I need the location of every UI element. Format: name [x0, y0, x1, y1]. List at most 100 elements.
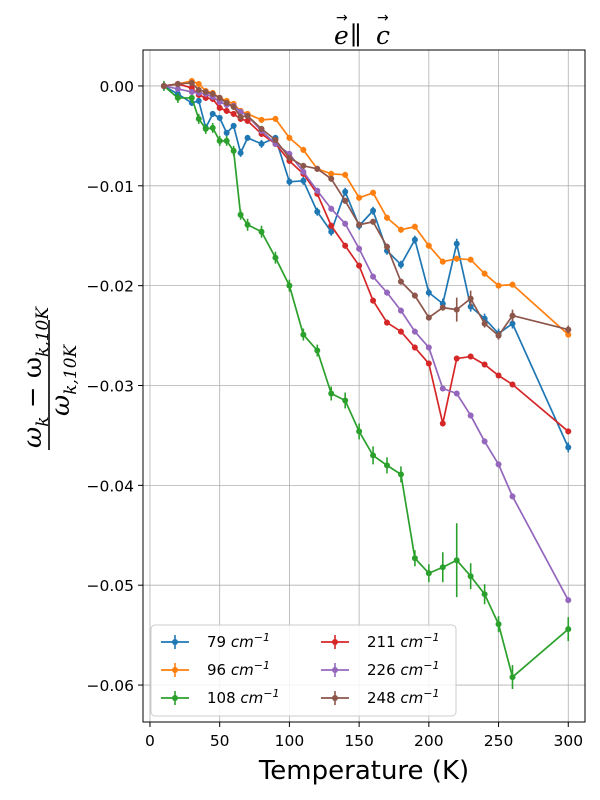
y-tick-label: −0.03 [87, 378, 135, 396]
data-point [481, 320, 488, 327]
legend-item: 108 cm−1 [161, 687, 280, 707]
legend-label-unit: cm [396, 661, 424, 679]
y-axis-label: ωk − ωk,10K ωk,10K [18, 306, 81, 450]
data-point [230, 103, 237, 110]
data-point [565, 331, 572, 338]
x-tick-label: 200 [414, 732, 444, 750]
title-vec-left: e [334, 21, 349, 50]
legend-label: 248 cm−1 [367, 687, 440, 707]
data-point [467, 353, 474, 360]
x-tick-label: 50 [210, 732, 230, 750]
legend-label-unit: cm [226, 633, 254, 651]
y-tick-label: −0.04 [87, 477, 135, 495]
data-point [370, 297, 377, 304]
legend-label-unit: cm [236, 689, 264, 707]
data-point [509, 674, 516, 681]
data-point [425, 289, 432, 296]
legend-label-exponent: −1 [254, 659, 270, 672]
data-point [300, 162, 307, 169]
x-tick-label: 150 [344, 732, 374, 750]
legend-label-value: 108 [207, 689, 236, 707]
ylabel-num-sub2: k,10K [33, 306, 53, 357]
data-point [356, 262, 363, 269]
legend-label-value: 211 [367, 633, 396, 651]
data-point [453, 240, 460, 247]
data-point [495, 332, 502, 339]
legend-swatch-marker [332, 695, 338, 701]
data-point [397, 226, 404, 233]
data-point [425, 314, 432, 321]
legend-label-exponent: −1 [254, 631, 270, 644]
data-point [272, 115, 279, 122]
data-point [209, 90, 216, 97]
data-point [223, 129, 230, 136]
data-point [411, 292, 418, 299]
legend-swatch-marker [172, 695, 178, 701]
data-point [411, 555, 418, 562]
title-parallel: ∥ [350, 21, 362, 50]
data-point [495, 282, 502, 289]
data-point [425, 344, 432, 351]
data-point [356, 194, 363, 201]
data-point [328, 175, 335, 182]
ylabel-denominator: ωk,10K [46, 343, 81, 416]
data-point [565, 597, 572, 604]
data-point [495, 372, 502, 379]
data-point [467, 573, 474, 580]
data-point [188, 79, 195, 86]
data-point [384, 289, 391, 296]
data-point [223, 137, 230, 144]
chart-title: e → ∥ c → [334, 10, 390, 50]
data-point [565, 626, 572, 633]
data-point [370, 218, 377, 225]
data-point [481, 361, 488, 368]
data-point [467, 295, 474, 302]
data-point [314, 187, 321, 194]
legend-item: 248 cm−1 [321, 687, 440, 707]
x-tick-label: 250 [484, 732, 514, 750]
data-point [453, 390, 460, 397]
y-tick-label: −0.05 [87, 577, 135, 595]
series-108 [160, 80, 572, 690]
data-point [286, 282, 293, 289]
data-point [495, 621, 502, 628]
vector-arrow-left-icon: → [336, 10, 348, 26]
data-point [439, 258, 446, 265]
legend-label-exponent: −1 [263, 687, 279, 700]
data-point [216, 114, 223, 121]
data-point [509, 281, 516, 288]
data-point [481, 591, 488, 598]
data-point [300, 331, 307, 338]
ylabel-num-sub1: k [33, 416, 53, 426]
data-point [328, 228, 335, 235]
legend-item: 226 cm−1 [321, 659, 440, 679]
data-point [272, 136, 279, 143]
data-point [439, 385, 446, 392]
y-tick-label: −0.06 [87, 677, 135, 695]
legend-label-value: 96 [207, 661, 226, 679]
data-point [439, 304, 446, 311]
data-point [565, 444, 572, 451]
data-point [384, 243, 391, 250]
data-point [230, 110, 237, 117]
legend-item: 211 cm−1 [321, 631, 440, 651]
data-point [370, 452, 377, 459]
data-point [328, 390, 335, 397]
data-point [342, 171, 349, 178]
data-point [258, 140, 265, 147]
legend-swatch-marker [172, 639, 178, 645]
data-point [188, 94, 195, 101]
legend-swatch-marker [332, 667, 338, 673]
data-point [174, 80, 181, 87]
data-point [384, 214, 391, 221]
data-point [202, 125, 209, 132]
ylabel-den-sub: k,10K [61, 343, 81, 394]
x-tick-label: 0 [145, 732, 155, 750]
data-point [244, 117, 251, 124]
data-point [384, 462, 391, 469]
plot-frame [142, 49, 586, 723]
ylabel-numerator: ωk − ωk,10K [18, 306, 53, 448]
data-point [244, 221, 251, 228]
data-point [216, 94, 223, 101]
